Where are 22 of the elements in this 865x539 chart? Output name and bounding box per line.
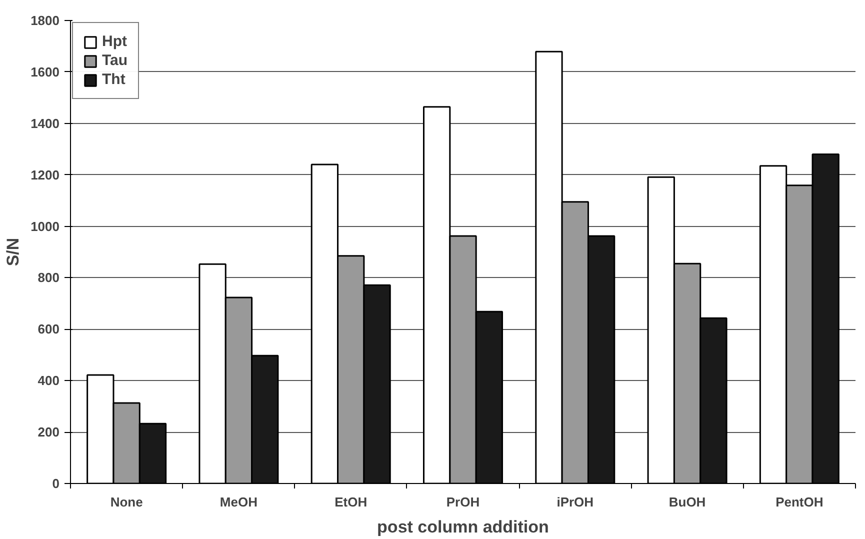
legend-label: Hpt <box>102 33 127 50</box>
y-tick-label: 0 <box>52 476 60 491</box>
y-tick-label: 1600 <box>30 64 60 80</box>
x-axis-title: post column addition <box>377 518 549 536</box>
y-tick-label: 200 <box>38 424 60 440</box>
x-tick-label: MeOH <box>220 494 258 510</box>
y-tick-label: 1000 <box>30 218 60 234</box>
legend-label: Tht <box>102 71 126 88</box>
x-tick-label: PentOH <box>776 494 824 510</box>
x-tick-label: EtOH <box>334 494 368 510</box>
x-tick-label: BuOH <box>668 494 706 510</box>
y-tick-label: 1200 <box>30 167 60 182</box>
x-tick-label: None <box>110 494 143 510</box>
y-axis-title: S/N <box>4 238 23 266</box>
y-tick-label: 1800 <box>30 13 60 28</box>
x-tick-label: iPrOH <box>556 494 594 510</box>
legend-label: Tau <box>102 52 128 69</box>
y-tick-label: 400 <box>38 373 60 388</box>
x-tick-label: PrOH <box>446 494 480 510</box>
y-tick-label: 600 <box>38 322 60 337</box>
y-tick-label: 800 <box>38 270 60 286</box>
y-tick-label: 1400 <box>30 116 60 131</box>
